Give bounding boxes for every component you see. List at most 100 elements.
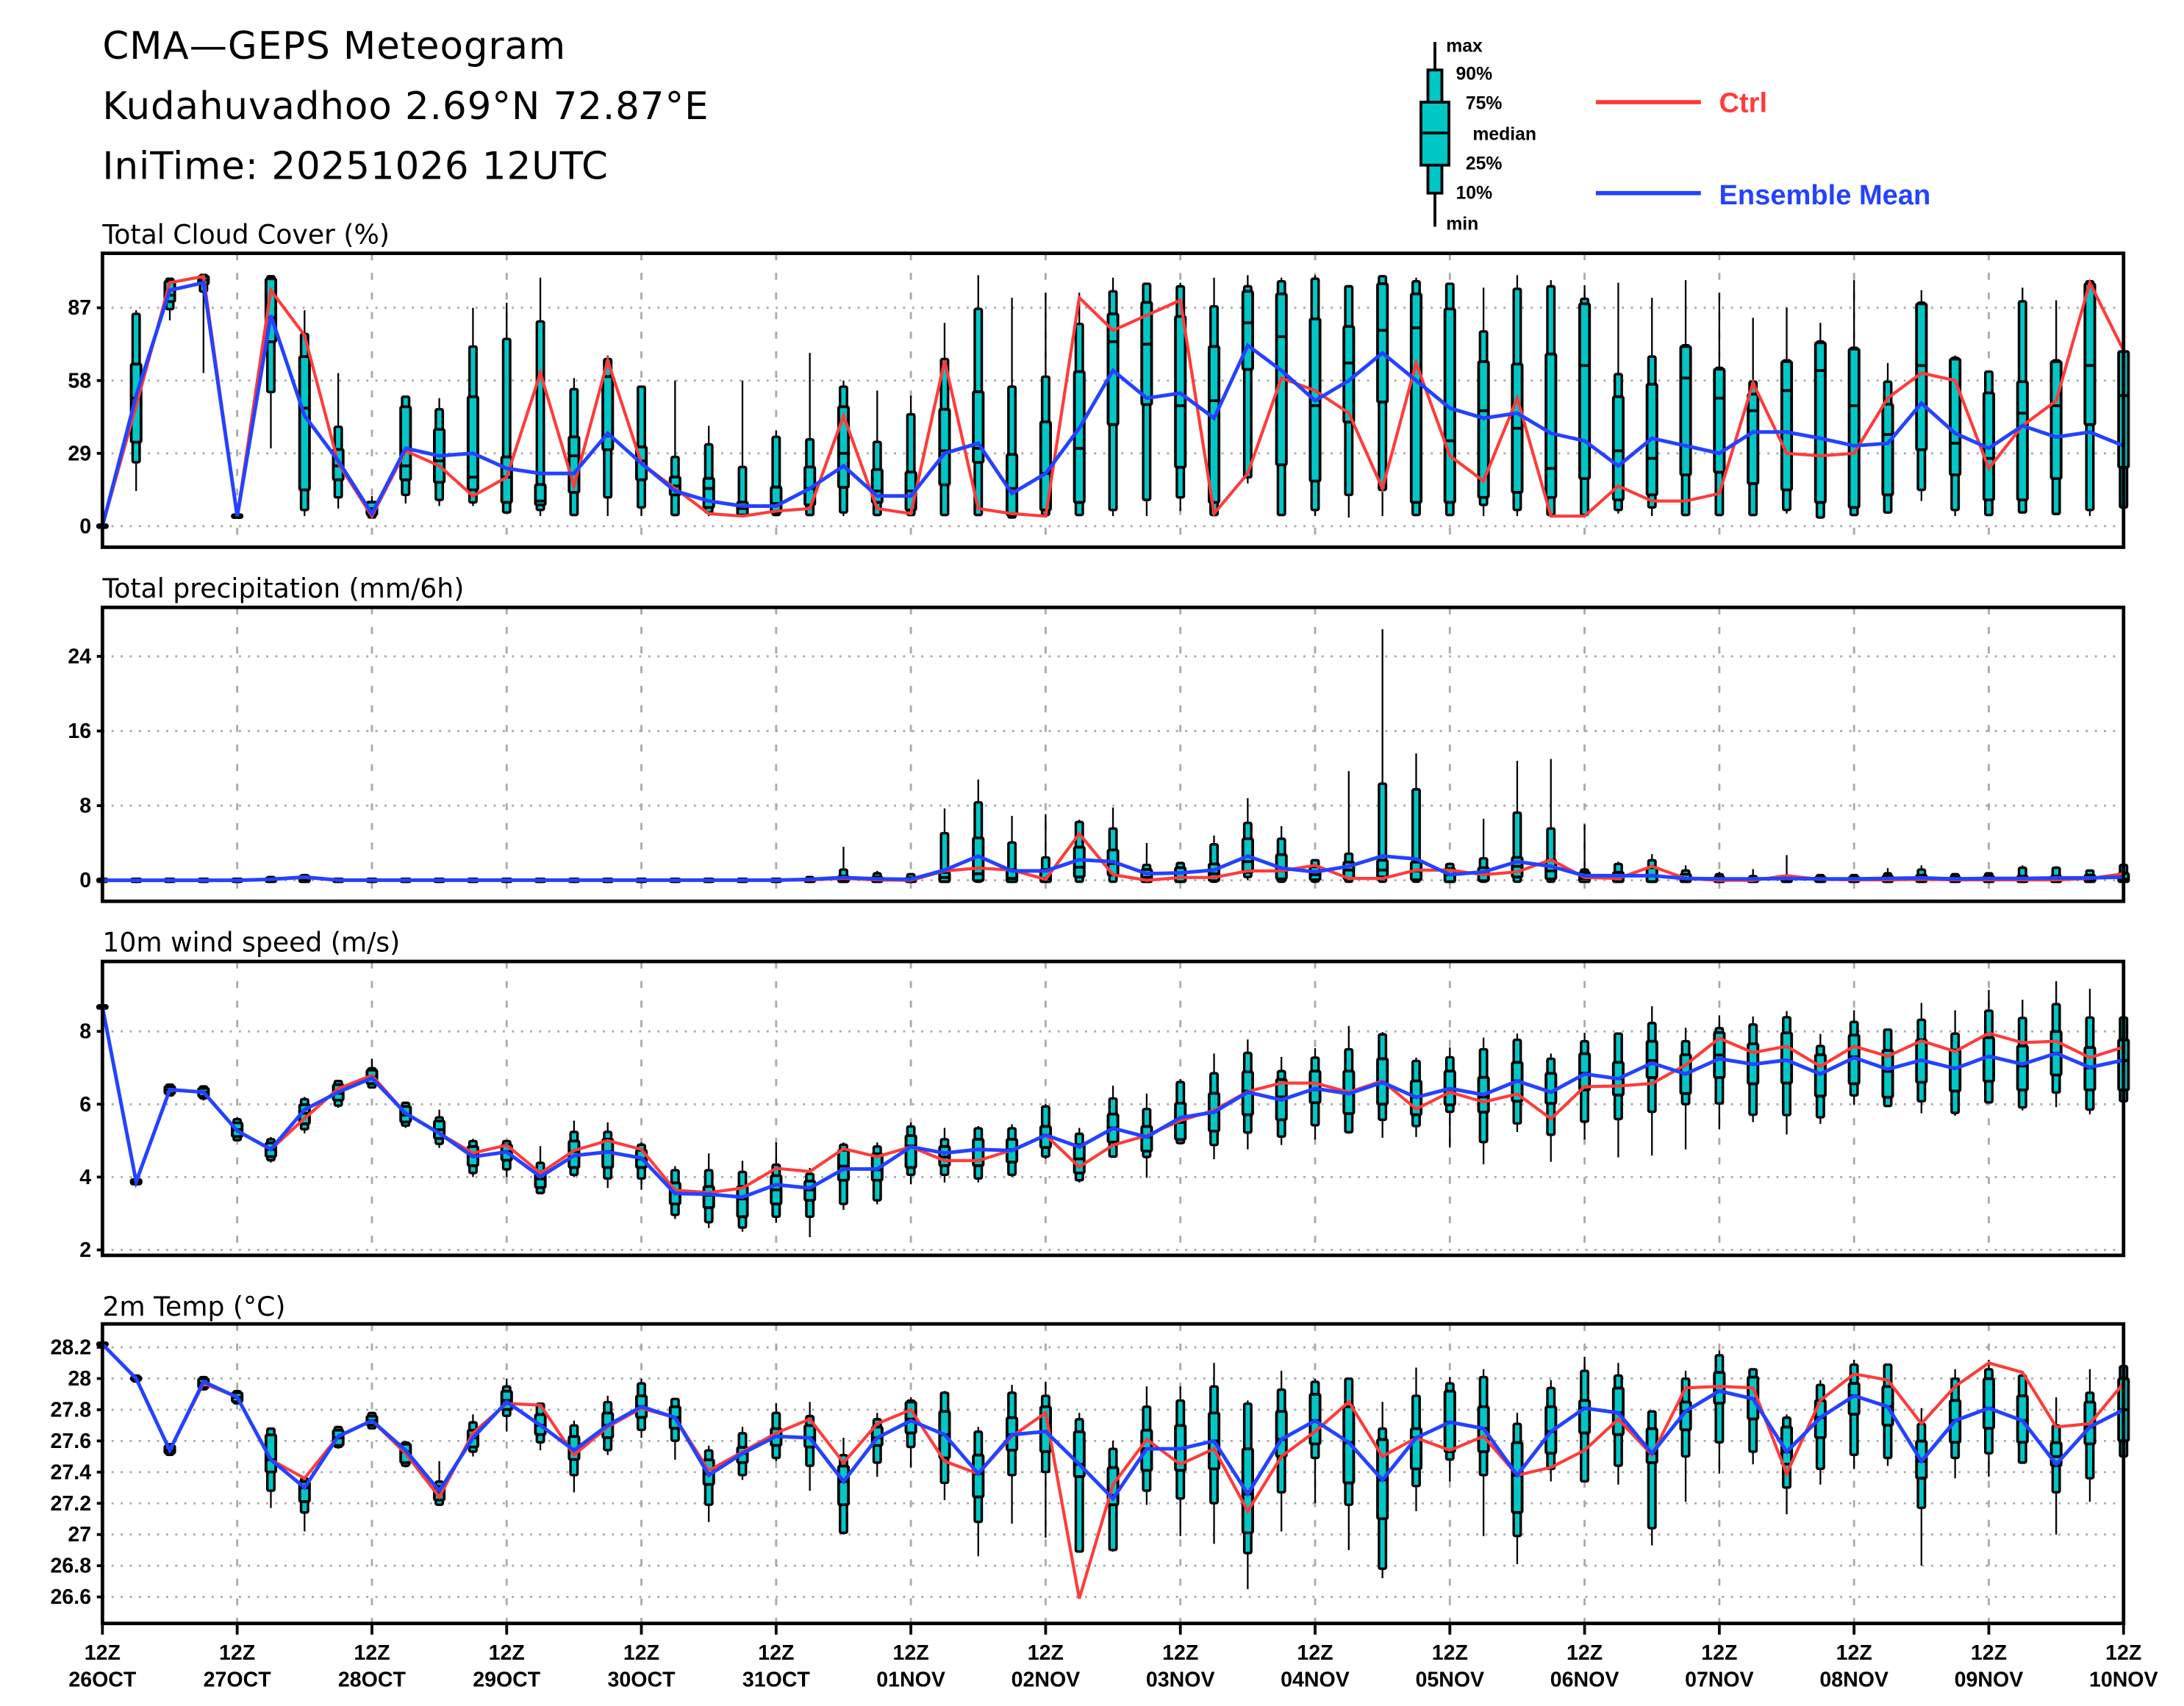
chart-title: CMA—GEPS Meteogram — [102, 24, 566, 68]
x-tick-date: 29OCT — [473, 1668, 541, 1691]
box-p25-p75 — [1207, 345, 1221, 504]
y-tick-label: 16 — [68, 720, 91, 743]
legend-median-label: median — [1472, 124, 1536, 144]
legend-p25-label: 25% — [1466, 154, 1503, 173]
box-44 — [1578, 1356, 1592, 1483]
y-tick-label: 27.2 — [51, 1492, 92, 1516]
box-49 — [1747, 1016, 1760, 1122]
mean-line — [100, 280, 2124, 527]
box-17 — [668, 1397, 681, 1460]
box-16 — [634, 385, 648, 517]
box-30 — [1106, 807, 1120, 884]
box-38 — [1376, 1402, 1389, 1579]
plot-frame — [100, 605, 2126, 903]
box-p10-p90 — [535, 320, 545, 512]
box-40 — [1443, 282, 1456, 517]
ctrl-line — [101, 274, 2125, 527]
box-21 — [803, 1402, 817, 1491]
box-48 — [1713, 293, 1726, 517]
box-23 — [870, 1142, 884, 1205]
box-31 — [1140, 842, 1153, 884]
panel-title: Total Cloud Cover (%) — [101, 218, 390, 250]
x-tick-hour: 12Z — [219, 1641, 255, 1665]
box-p25-p75 — [2016, 380, 2029, 502]
box-p25-p75 — [736, 1185, 749, 1219]
legend-max-label: max — [1446, 36, 1483, 56]
box-p25-p75 — [466, 395, 479, 492]
panel-0: Total Cloud Cover (%) 0 29 58 87 — [68, 218, 2130, 549]
y-tick-label: 24 — [68, 645, 91, 669]
x-tick-hour: 12Z — [758, 1641, 794, 1665]
box-45 — [1611, 1032, 1625, 1158]
box-p25-p75 — [1544, 352, 1558, 499]
box-48 — [1713, 1350, 1726, 1474]
y-tick-label: 28.2 — [51, 1336, 92, 1360]
box-32 — [1174, 1079, 1187, 1144]
x-tick-date: 05NOV — [1415, 1668, 1484, 1691]
x-tick-date: 28OCT — [338, 1668, 407, 1691]
box-24 — [904, 1122, 917, 1185]
x-tick-date: 27OCT — [204, 1668, 272, 1691]
box-42 — [1511, 1413, 1524, 1565]
box-29 — [1073, 1413, 1086, 1553]
box-49 — [1747, 1368, 1760, 1465]
box-19 — [736, 380, 749, 517]
box-21 — [803, 353, 817, 517]
box-31 — [1140, 1093, 1153, 1178]
box-p25-p75 — [2016, 1044, 2029, 1092]
box-57 — [2016, 1000, 2029, 1111]
box-p25-p75 — [1376, 282, 1389, 404]
box-45 — [1611, 282, 1625, 514]
box-37 — [1342, 1025, 1356, 1134]
box-59 — [2083, 279, 2097, 517]
x-tick-hour: 12Z — [893, 1641, 929, 1665]
box-11 — [466, 307, 479, 506]
panel-title: Total precipitation (mm/6h) — [101, 573, 464, 604]
box-p25-p75 — [601, 375, 615, 451]
box-12 — [500, 302, 513, 514]
y-tick-label: 26.8 — [51, 1555, 92, 1578]
box-14 — [568, 378, 581, 517]
box-47 — [1679, 1028, 1692, 1150]
legend-min-label: min — [1446, 214, 1478, 234]
box-36 — [1308, 1047, 1322, 1140]
box-p25-p75 — [1578, 302, 1592, 481]
plot-frame — [100, 1322, 2126, 1626]
y-tick-label: 0 — [79, 515, 91, 538]
mean-line — [102, 853, 2124, 883]
box-p25-p75 — [1814, 341, 1827, 504]
box-47 — [1679, 280, 1692, 517]
box-p25-p75 — [1982, 1377, 1996, 1430]
y-tick-label: 26.6 — [51, 1585, 92, 1609]
legend-p90-label: 90% — [1456, 65, 1493, 85]
box-33 — [1207, 835, 1221, 884]
box-30 — [1106, 277, 1120, 517]
box-p25-p75 — [904, 1134, 917, 1169]
box-50 — [1780, 1011, 1794, 1135]
box-p25-p75 — [1847, 347, 1861, 509]
box-46 — [1645, 1006, 1658, 1156]
x-tick-hour: 12Z — [354, 1641, 390, 1665]
box-26 — [972, 1126, 985, 1183]
box-33 — [1207, 1053, 1221, 1160]
box-50 — [1780, 307, 1794, 514]
box-25 — [938, 1391, 951, 1501]
box-p25-p75 — [837, 1464, 851, 1507]
x-axis-labels: 12Z 26OCT 12Z 27OCT 12Z 28OCT 12Z 29OCT 12Z 30OCT… — [68, 1641, 2158, 1691]
box-p25-p75 — [1881, 1049, 1894, 1099]
box-p25-p75 — [1342, 325, 1356, 424]
y-tick-label: 8 — [79, 795, 91, 818]
panel-3: 2m Temp (°C) 26.6 26.8 27 27.2 27.4 27.6 27.8 28… — [51, 1291, 2130, 1635]
box-35 — [1275, 826, 1288, 884]
y-tick-label: 8 — [79, 1020, 91, 1044]
box-25 — [938, 323, 951, 517]
box-p25-p75 — [1679, 345, 1692, 476]
box-43 — [1544, 1053, 1558, 1162]
box-p25-p75 — [702, 1185, 715, 1209]
box-26 — [972, 779, 985, 884]
box-51 — [1814, 1033, 1827, 1125]
mean-line — [100, 1006, 2124, 1200]
box-52 — [1847, 280, 1861, 517]
x-tick-date: 02NOV — [1012, 1668, 1081, 1691]
y-tick-label: 29 — [68, 442, 91, 465]
